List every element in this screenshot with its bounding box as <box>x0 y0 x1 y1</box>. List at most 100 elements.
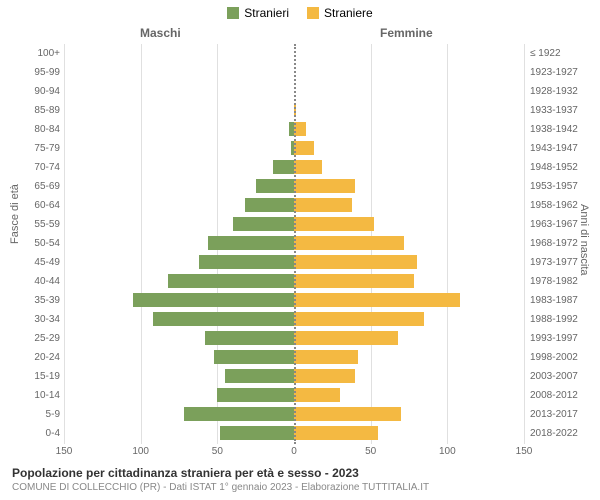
birth-label: 1943-1947 <box>530 139 590 158</box>
birth-label: 1953-1957 <box>530 177 590 196</box>
birth-label: 1938-1942 <box>530 120 590 139</box>
bar-female <box>294 141 314 155</box>
chart-row <box>64 272 524 291</box>
chart-row <box>64 158 524 177</box>
chart-row <box>64 291 524 310</box>
bar-female <box>294 407 401 421</box>
age-label: 90-94 <box>18 82 60 101</box>
age-label: 35-39 <box>18 291 60 310</box>
birth-label: 1988-1992 <box>530 310 590 329</box>
chart-row <box>64 63 524 82</box>
chart-row <box>64 139 524 158</box>
bar-female <box>294 331 398 345</box>
age-label: 40-44 <box>18 272 60 291</box>
birth-label: 1923-1927 <box>530 63 590 82</box>
age-label: 20-24 <box>18 348 60 367</box>
chart-row <box>64 82 524 101</box>
column-title-female: Femmine <box>380 26 433 40</box>
birth-label: 1928-1932 <box>530 82 590 101</box>
bar-male <box>153 312 294 326</box>
chart-row <box>64 348 524 367</box>
x-tick-label: 150 <box>516 446 533 457</box>
x-tick-label: 0 <box>291 446 297 457</box>
bar-female <box>294 312 424 326</box>
bar-male <box>168 274 294 288</box>
x-tick-label: 150 <box>56 446 73 457</box>
chart-row <box>64 310 524 329</box>
chart-row <box>64 177 524 196</box>
x-tick-label: 50 <box>212 446 223 457</box>
chart-row <box>64 405 524 424</box>
y-axis-left-title: Fasce di età <box>9 184 21 244</box>
bar-female <box>294 255 417 269</box>
age-label: 25-29 <box>18 329 60 348</box>
age-label: 100+ <box>18 44 60 63</box>
age-label: 45-49 <box>18 253 60 272</box>
bar-female <box>294 388 340 402</box>
y-axis-right-title: Anni di nascita <box>578 204 590 276</box>
birth-label: ≤ 1922 <box>530 44 590 63</box>
bar-male <box>214 350 294 364</box>
chart-row <box>64 215 524 234</box>
swatch-male <box>227 7 239 19</box>
legend-item-female: Straniere <box>307 6 373 20</box>
column-title-male: Maschi <box>140 26 181 40</box>
bar-female <box>294 103 296 117</box>
age-label: 95-99 <box>18 63 60 82</box>
chart-row <box>64 253 524 272</box>
age-label: 55-59 <box>18 215 60 234</box>
bar-male <box>184 407 294 421</box>
chart-row <box>64 367 524 386</box>
birth-label: 1993-1997 <box>530 329 590 348</box>
legend: Stranieri Straniere <box>0 6 600 20</box>
chart-row <box>64 120 524 139</box>
age-label: 75-79 <box>18 139 60 158</box>
chart-row <box>64 196 524 215</box>
legend-item-male: Stranieri <box>227 6 289 20</box>
chart-row <box>64 329 524 348</box>
chart-title: Popolazione per cittadinanza straniera p… <box>12 466 359 480</box>
bar-male <box>225 369 294 383</box>
bar-female <box>294 198 352 212</box>
bar-female <box>294 122 306 136</box>
birth-label: 2003-2007 <box>530 367 590 386</box>
age-label: 65-69 <box>18 177 60 196</box>
bar-female <box>294 179 355 193</box>
bar-male <box>199 255 294 269</box>
bar-male <box>217 388 294 402</box>
chart-row <box>64 424 524 443</box>
age-label: 30-34 <box>18 310 60 329</box>
birth-label: 1933-1937 <box>530 101 590 120</box>
x-axis-ticks: 15010050050100150 <box>64 446 524 462</box>
bar-male <box>205 331 294 345</box>
bar-female <box>294 426 378 440</box>
chart-row <box>64 44 524 63</box>
age-labels: 100+95-9990-9485-8980-8475-7970-7465-696… <box>18 44 60 443</box>
bar-male <box>245 198 294 212</box>
swatch-female <box>307 7 319 19</box>
chart-subtitle: COMUNE DI COLLECCHIO (PR) - Dati ISTAT 1… <box>12 482 429 493</box>
age-label: 10-14 <box>18 386 60 405</box>
bar-female <box>294 217 374 231</box>
age-label: 15-19 <box>18 367 60 386</box>
bar-female <box>294 293 460 307</box>
bar-male <box>256 179 294 193</box>
x-tick-label: 100 <box>439 446 456 457</box>
birth-label: 1948-1952 <box>530 158 590 177</box>
age-label: 50-54 <box>18 234 60 253</box>
bar-male <box>220 426 294 440</box>
bar-female <box>294 369 355 383</box>
legend-label-female: Straniere <box>324 6 373 20</box>
age-label: 85-89 <box>18 101 60 120</box>
bar-male <box>273 160 294 174</box>
bar-female <box>294 236 404 250</box>
bar-female <box>294 160 322 174</box>
bar-male <box>133 293 294 307</box>
bar-female <box>294 274 414 288</box>
chart-row <box>64 386 524 405</box>
x-tick-label: 50 <box>365 446 376 457</box>
birth-label: 1983-1987 <box>530 291 590 310</box>
birth-label: 1998-2002 <box>530 348 590 367</box>
birth-label: 2008-2012 <box>530 386 590 405</box>
chart-row <box>64 234 524 253</box>
